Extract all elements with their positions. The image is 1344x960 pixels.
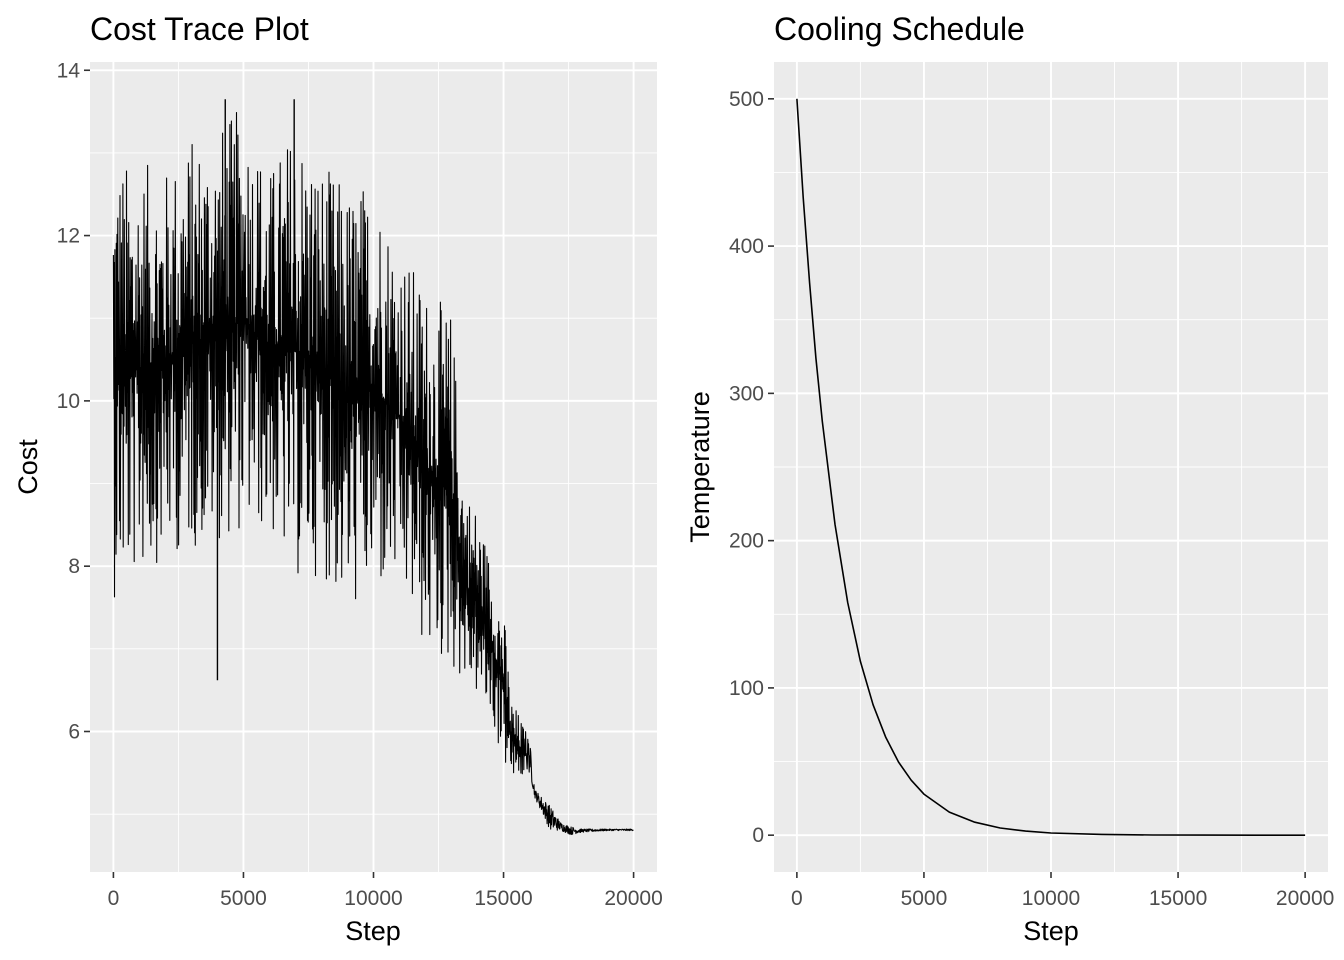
cooling-schedule-y-axis-title: Temperature: [685, 391, 715, 543]
y-tick-label: 14: [57, 59, 81, 82]
cooling-schedule-gridlines: [774, 62, 1328, 872]
x-tick-label: 0: [108, 887, 120, 910]
x-tick-label: 10000: [1022, 887, 1080, 910]
x-tick-label: 15000: [474, 887, 532, 910]
cost-trace-line: [112, 111, 634, 835]
temperature-line: [796, 98, 1306, 837]
cost-trace-series: [112, 99, 634, 835]
y-tick-label: 500: [729, 88, 764, 111]
y-tick-label: 10: [57, 390, 80, 413]
x-tick-label: 0: [791, 887, 803, 910]
x-tick-label: 15000: [1149, 887, 1207, 910]
cost-trace-panel: Cost Trace Plot 0 5000 10000 15000 20000 6 8 10…: [13, 11, 663, 946]
y-tick-label: 0: [752, 824, 764, 847]
y-tick-label: 8: [68, 555, 80, 578]
x-tick-label: 5000: [901, 887, 948, 910]
y-tick-label: 400: [729, 235, 764, 258]
x-tick-label: 20000: [1276, 887, 1334, 910]
cooling-schedule-title: Cooling Schedule: [774, 11, 1025, 47]
y-tick-label: 100: [729, 677, 764, 700]
cooling-schedule-panel: Cooling Schedule 0 5000 10000 15000 20000 0 10…: [685, 11, 1334, 946]
x-tick-label: 20000: [604, 887, 662, 910]
x-tick-label: 5000: [220, 887, 267, 910]
cooling-schedule-ticks: 0 5000 10000 15000 20000 0 100 200 300 400 500: [729, 88, 1334, 910]
cooling-schedule-x-axis-title: Step: [1023, 916, 1079, 946]
cost-trace-title: Cost Trace Plot: [90, 11, 309, 47]
cost-trace-y-axis-title: Cost: [13, 439, 43, 495]
cost-trace-ticks: 0 5000 10000 15000 20000 6 8 10 12 14: [57, 59, 663, 910]
cooling-schedule-series: [796, 98, 1306, 837]
y-tick-label: 12: [57, 225, 80, 248]
y-tick-label: 6: [68, 720, 80, 743]
x-tick-label: 10000: [344, 887, 402, 910]
y-tick-label: 200: [729, 530, 764, 553]
cost-trace-gridlines: [90, 62, 657, 872]
y-tick-label: 300: [729, 382, 764, 405]
cost-trace-x-axis-title: Step: [345, 916, 401, 946]
